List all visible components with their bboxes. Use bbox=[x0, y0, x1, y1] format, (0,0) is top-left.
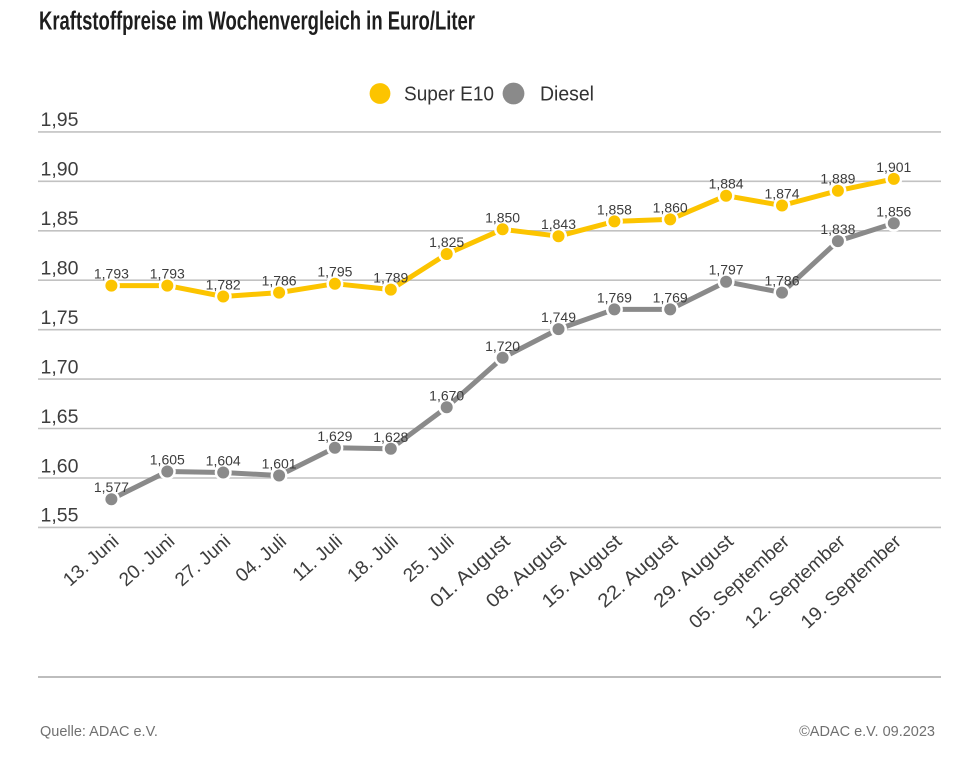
svg-text:1,628: 1,628 bbox=[373, 429, 408, 445]
svg-text:1,795: 1,795 bbox=[317, 264, 352, 280]
svg-text:1,850: 1,850 bbox=[485, 209, 520, 225]
svg-text:1,843: 1,843 bbox=[541, 216, 576, 232]
svg-text:1,720: 1,720 bbox=[485, 338, 520, 354]
svg-text:©ADAC e.V. 09.2023: ©ADAC e.V. 09.2023 bbox=[799, 724, 935, 740]
svg-text:1,874: 1,874 bbox=[764, 186, 799, 202]
svg-text:1,75: 1,75 bbox=[41, 307, 79, 329]
svg-text:1,605: 1,605 bbox=[150, 452, 185, 468]
svg-text:1,889: 1,889 bbox=[820, 171, 855, 187]
svg-text:1,782: 1,782 bbox=[206, 277, 241, 293]
svg-text:1,629: 1,629 bbox=[317, 428, 352, 444]
svg-text:Diesel: Diesel bbox=[540, 83, 594, 106]
svg-text:1,670: 1,670 bbox=[429, 387, 464, 403]
svg-text:1,70: 1,70 bbox=[41, 356, 79, 378]
svg-text:1,90: 1,90 bbox=[41, 159, 79, 181]
svg-text:1,793: 1,793 bbox=[150, 266, 185, 282]
svg-text:1,789: 1,789 bbox=[373, 270, 408, 286]
svg-text:1,604: 1,604 bbox=[206, 453, 241, 469]
svg-text:1,65: 1,65 bbox=[41, 406, 79, 428]
svg-text:1,825: 1,825 bbox=[429, 234, 464, 250]
svg-text:1,797: 1,797 bbox=[709, 262, 744, 278]
svg-text:1,860: 1,860 bbox=[653, 199, 688, 215]
svg-text:1,60: 1,60 bbox=[41, 455, 79, 477]
svg-text:1,601: 1,601 bbox=[262, 456, 297, 472]
svg-text:1,856: 1,856 bbox=[876, 203, 911, 219]
svg-text:Kraftstoffpreise im Wochenverg: Kraftstoffpreise im Wochenvergleich in E… bbox=[39, 8, 475, 36]
svg-text:Quelle: ADAC e.V.: Quelle: ADAC e.V. bbox=[40, 724, 158, 740]
svg-text:1,80: 1,80 bbox=[41, 258, 79, 280]
svg-text:1,577: 1,577 bbox=[94, 479, 129, 495]
svg-text:1,786: 1,786 bbox=[262, 273, 297, 289]
svg-text:1,95: 1,95 bbox=[41, 109, 79, 131]
svg-text:1,901: 1,901 bbox=[876, 159, 911, 175]
svg-text:1,55: 1,55 bbox=[41, 505, 79, 527]
svg-text:1,884: 1,884 bbox=[709, 176, 744, 192]
svg-text:Super E10: Super E10 bbox=[404, 83, 494, 106]
svg-text:1,769: 1,769 bbox=[653, 289, 688, 305]
svg-text:1,858: 1,858 bbox=[597, 201, 632, 217]
svg-text:1,793: 1,793 bbox=[94, 266, 129, 282]
svg-text:1,769: 1,769 bbox=[597, 289, 632, 305]
svg-text:1,838: 1,838 bbox=[820, 221, 855, 237]
svg-text:1,786: 1,786 bbox=[764, 273, 799, 289]
svg-text:1,85: 1,85 bbox=[41, 208, 79, 230]
svg-text:1,749: 1,749 bbox=[541, 309, 576, 325]
